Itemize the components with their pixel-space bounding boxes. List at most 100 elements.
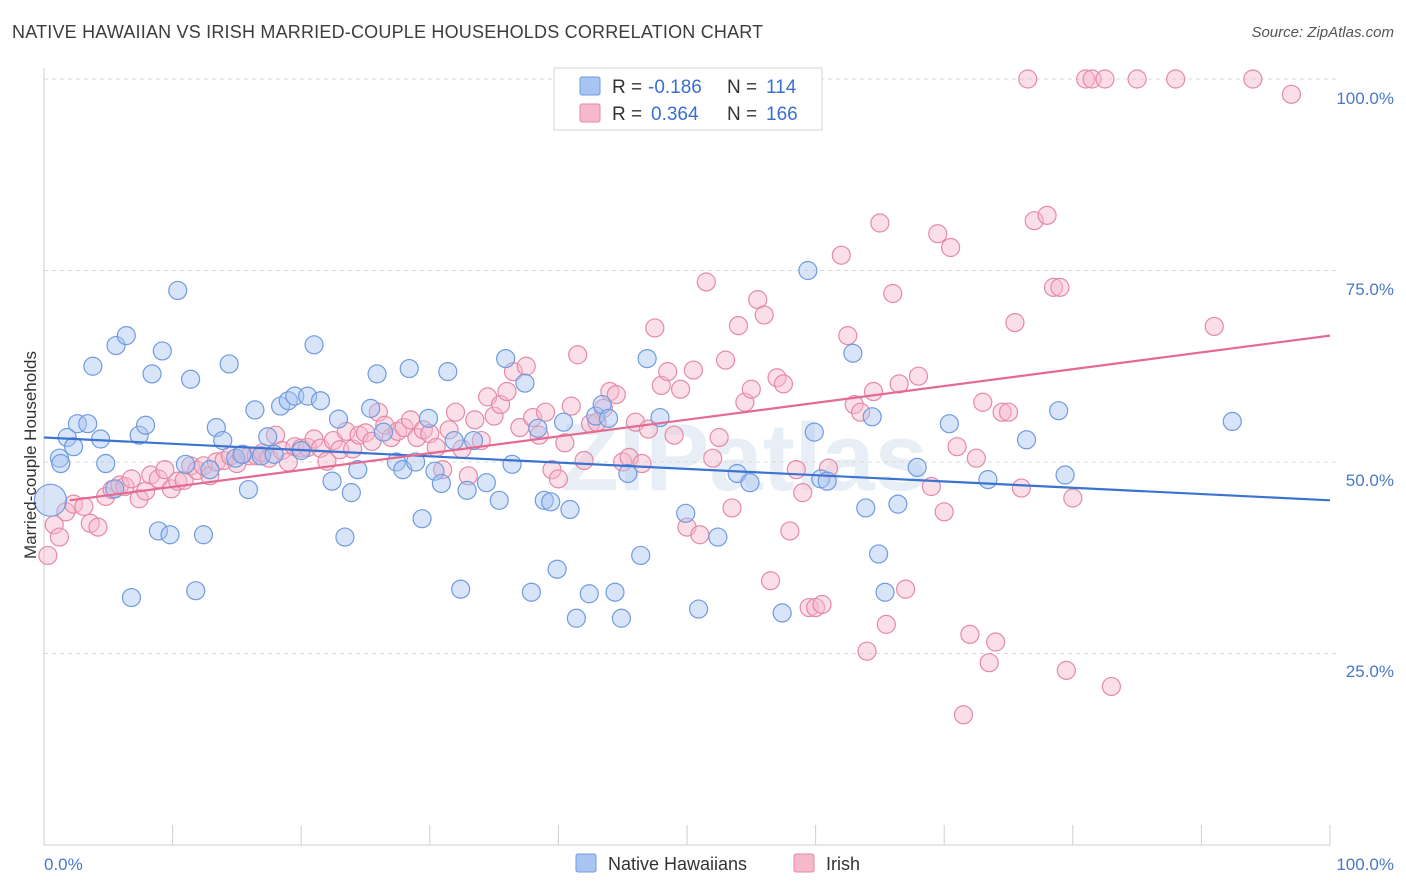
irish-point: [88, 517, 108, 537]
native-hawaiians-point: [618, 463, 638, 484]
native-hawaiians-point: [1049, 401, 1069, 421]
native-hawaiians-point: [406, 452, 426, 472]
native-hawaiians-point: [534, 490, 554, 510]
native-hawaiians-point: [515, 373, 535, 393]
native-hawaiians-point: [116, 326, 136, 346]
irish-point: [664, 425, 684, 445]
native-hawaiians-point: [611, 608, 632, 628]
irish-point: [973, 392, 993, 412]
irish-point: [754, 305, 774, 325]
irish-point: [516, 356, 536, 376]
irish-point: [992, 402, 1012, 422]
native-hawaiians-points: [33, 260, 1242, 628]
irish-point: [439, 420, 459, 440]
irish-point: [1076, 69, 1096, 89]
native-hawaiians-point: [804, 422, 824, 442]
bottom-legend-swatch-irish: [793, 853, 815, 873]
irish-point: [780, 521, 800, 541]
irish-point: [934, 502, 954, 522]
native-hawaiians-point: [676, 503, 696, 523]
native-hawaiians-point: [907, 457, 927, 477]
legend: R = -0.186 N = 114 R = 0.364 N = 166: [553, 67, 823, 131]
irish-point: [38, 545, 58, 566]
native-hawaiians-point: [63, 437, 84, 457]
bottom-legend-label-native-hawaiians: Native Hawaiians: [608, 854, 747, 874]
native-hawaiians-point: [186, 581, 206, 601]
native-hawaiians-point: [869, 544, 889, 564]
native-hawaiians-point: [579, 584, 599, 604]
legend-n-label-1: N =: [727, 77, 757, 98]
irish-point: [728, 316, 749, 336]
irish-point: [696, 272, 716, 292]
irish-point: [998, 402, 1019, 422]
native-hawaiians-point: [843, 343, 863, 363]
irish-point: [883, 283, 903, 304]
native-hawaiians-point: [637, 348, 657, 369]
irish-point: [574, 450, 594, 471]
irish-point: [953, 705, 974, 725]
native-hawaiians-point: [348, 460, 368, 480]
native-hawaiians-point: [341, 483, 361, 503]
native-hawaiians-point: [245, 400, 265, 420]
irish-point: [1281, 84, 1302, 104]
y-tick-label-100: 100.0%: [1336, 89, 1394, 108]
y-axis-title: Married-couple Households: [21, 351, 40, 559]
irish-point: [760, 571, 781, 591]
native-hawaiians-point: [444, 430, 464, 451]
native-hawaiians-point: [135, 415, 156, 435]
irish-point: [49, 527, 70, 547]
chart-title: NATIVE HAWAIIAN VS IRISH MARRIED-COUPLE …: [12, 22, 764, 42]
native-hawaiians-point: [553, 412, 574, 432]
irish-point: [1005, 312, 1025, 333]
native-hawaiians-point: [361, 398, 381, 418]
irish-point: [548, 469, 569, 489]
native-hawaiians-point: [304, 335, 324, 355]
native-hawaiians-point: [438, 362, 458, 382]
native-hawaiians-point: [431, 473, 451, 494]
native-hawaiians-point: [148, 521, 169, 541]
irish-point: [1037, 205, 1057, 225]
irish-point: [863, 381, 884, 402]
irish-point: [1056, 660, 1076, 680]
native-hawaiians-point: [631, 545, 651, 566]
y-tick-label-25: 25.0%: [1346, 662, 1394, 681]
irish-point: [838, 326, 858, 346]
irish-point: [722, 498, 742, 518]
native-hawaiians-point: [939, 414, 959, 434]
irish-point: [555, 433, 575, 453]
legend-n-label-2: N =: [727, 104, 757, 125]
native-hawaiians-point: [121, 587, 142, 608]
native-hawaiians-point: [862, 407, 882, 427]
irish-point: [741, 379, 761, 399]
source-label: Source: ZipAtlas.com: [1251, 24, 1394, 41]
legend-n-value-2: 166: [766, 104, 798, 125]
irish-point: [870, 213, 890, 233]
irish-point: [1050, 277, 1070, 297]
native-hawaiians-point: [798, 260, 818, 281]
irish-point: [606, 384, 626, 405]
native-hawaiians-point: [978, 470, 998, 490]
native-hawaiians-point: [78, 414, 98, 434]
irish-point: [857, 641, 877, 661]
bottom-legend: Native Hawaiians Irish: [575, 853, 860, 874]
native-hawaiians-point: [451, 579, 471, 599]
irish-point: [786, 460, 806, 480]
irish-point: [336, 421, 356, 441]
native-hawaiians-point: [463, 430, 484, 451]
native-hawaiians-point: [1222, 411, 1242, 432]
native-hawaiians-point: [175, 454, 196, 474]
irish-point: [831, 245, 851, 265]
irish-point: [908, 366, 929, 386]
irish-point: [1095, 69, 1115, 89]
irish-point: [433, 460, 453, 480]
irish-point: [703, 448, 723, 468]
irish-point: [773, 374, 794, 394]
watermark: ZIPatlas: [560, 404, 928, 511]
irish-point: [1101, 676, 1121, 697]
native-hawaiians-point: [335, 527, 355, 547]
native-hawaiians-point: [528, 418, 548, 438]
irish-point: [683, 360, 704, 380]
irish-point: [523, 407, 543, 428]
native-hawaiians-point: [875, 582, 895, 602]
legend-swatch-irish: [579, 103, 601, 123]
